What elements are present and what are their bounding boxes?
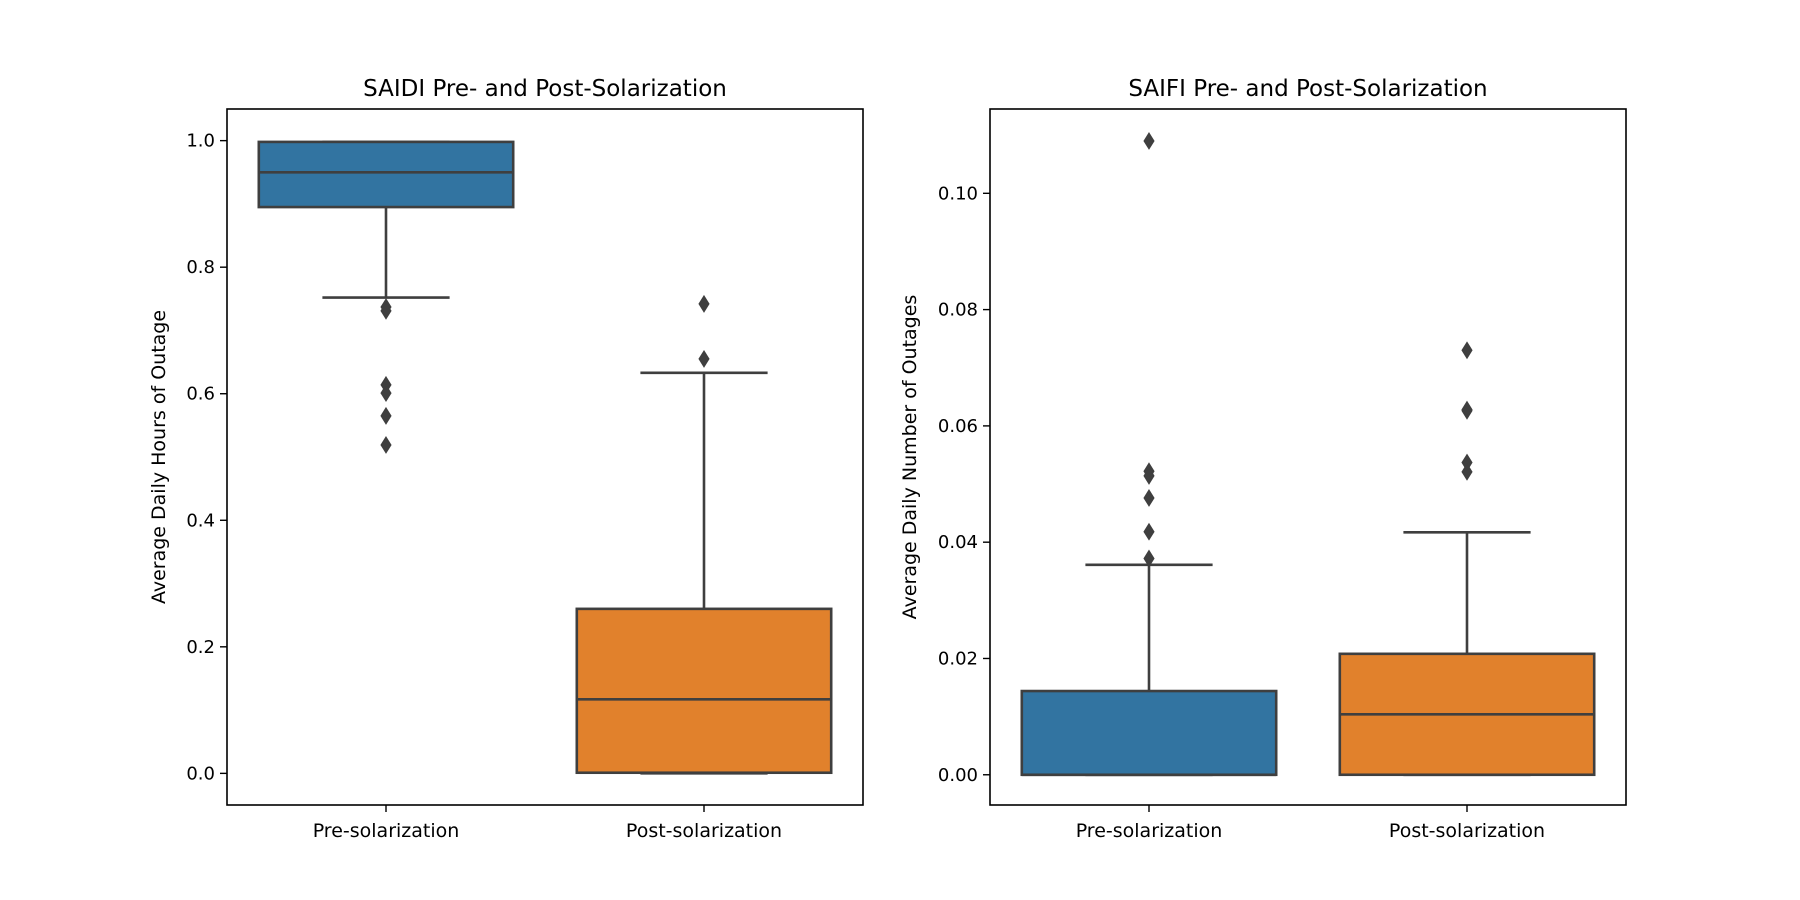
saifi-box-post [1338,341,1596,777]
saidi-y-tick-label: 0.0 [186,763,215,784]
saidi-x-category-label: Post-solarization [626,820,782,842]
saidi-plot-frame [226,108,864,806]
saifi-x-category-label: Pre-solarization [1076,820,1223,842]
outlier-point [1143,549,1155,568]
saidi-box-pre [257,140,515,454]
saidi-y-tick-label: 0.8 [186,257,215,278]
outlier-point [698,294,710,313]
saidi-x-axis-categories: Pre-solarization Post-solarization [313,805,782,842]
saidi-chart-panel: SAIDI Pre- and Post-Solarization Average… [148,76,864,842]
outlier-point [380,301,392,320]
saifi-x-axis-categories: Pre-solarization Post-solarization [1076,805,1545,842]
saidi-y-tick-label: 0.4 [186,510,215,531]
outlier-point [380,436,392,454]
saidi-y-tick-label: 0.6 [186,384,215,405]
saidi-x-category-label: Pre-solarization [313,820,460,842]
saifi-chart-panel: SAIFI Pre- and Post-Solarization Average… [899,76,1627,842]
outlier-point [1143,132,1155,150]
saifi-y-tick-label: 0.04 [938,532,978,553]
outlier-point [1143,522,1155,541]
box-body [1020,689,1278,777]
saifi-box-pre [1020,132,1278,777]
box-body [257,140,515,209]
outlier-point [380,384,392,403]
saifi-y-tick-label: 0.10 [938,183,978,204]
outlier-point [1461,401,1473,420]
outlier-point [1143,466,1155,485]
saifi-y-tick-label: 0.08 [938,300,978,321]
saifi-chart-title: SAIFI Pre- and Post-Solarization [1128,76,1487,102]
saidi-box-post [575,294,833,775]
saidi-chart-title: SAIDI Pre- and Post-Solarization [363,76,727,102]
saidi-y-tick-label: 0.2 [186,637,215,658]
box-body [575,607,833,775]
outlier-point [698,349,710,368]
saifi-x-category-label: Post-solarization [1389,820,1545,842]
saifi-boxes [1020,132,1596,777]
saifi-y-tick-label: 0.00 [938,765,978,786]
outlier-point [1461,341,1473,360]
saifi-y-axis-label: Average Daily Number of Outages [899,295,921,620]
outlier-point [1143,489,1155,507]
saifi-plot-frame [989,108,1627,806]
saifi-y-tick-label: 0.06 [938,416,978,437]
saifi-y-tick-label: 0.02 [938,648,978,669]
saidi-y-axis-ticks: 0.0 0.2 0.4 0.6 0.8 1.0 [186,131,227,784]
saidi-y-tick-label: 1.0 [186,131,215,152]
outlier-point [1461,462,1473,481]
saidi-boxes [257,140,833,775]
saidi-y-axis-label: Average Daily Hours of Outage [148,310,170,604]
outlier-point [380,406,392,425]
saifi-y-axis-ticks: 0.00 0.02 0.04 0.06 0.08 0.10 [938,183,990,786]
